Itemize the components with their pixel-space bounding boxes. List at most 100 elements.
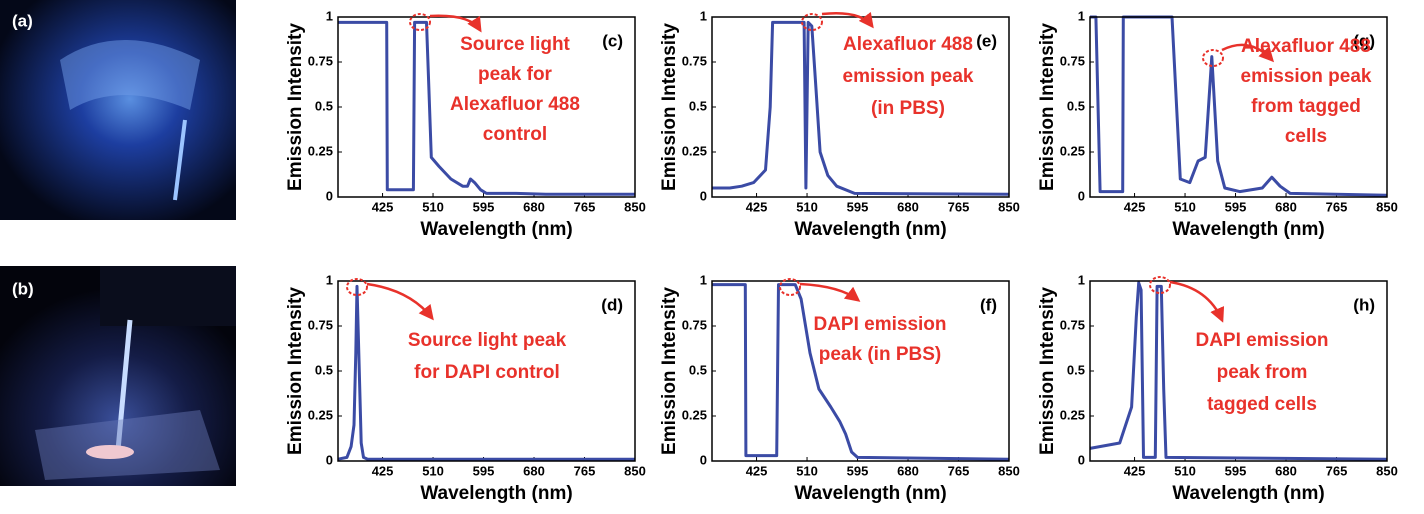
annotation-text: tagged cells — [1207, 394, 1317, 415]
y-tick-label: 0.5 — [1067, 362, 1085, 377]
photo-detail — [60, 40, 200, 110]
y-tick-label: 0.25 — [308, 407, 333, 422]
panel-label: (g) — [1353, 31, 1375, 50]
x-tick-label: 425 — [372, 463, 394, 478]
y-tick-label: 0.75 — [682, 53, 707, 68]
annotation-text: emission peak — [843, 66, 974, 87]
annotation-text: peak (in PBS) — [819, 344, 941, 365]
data-line — [1090, 15, 1388, 197]
annotation-text: DAPI emission — [1195, 330, 1328, 351]
x-tick-label: 510 — [1174, 463, 1196, 478]
plot-frame — [711, 280, 1010, 462]
photo-detail — [35, 410, 220, 480]
x-tick-label: 850 — [624, 463, 646, 478]
x-axis-label: Wavelength (nm) — [1172, 219, 1324, 240]
x-tick-label: 595 — [1225, 463, 1247, 478]
x-tick-label: 765 — [948, 199, 970, 214]
annotation-circle — [801, 13, 823, 31]
y-tick-label: 0.5 — [1067, 98, 1085, 113]
x-tick-label: 595 — [847, 463, 869, 478]
x-axis-label: Wavelength (nm) — [794, 483, 946, 504]
chart-panel: 0 0.25 0.5 0.75 1 425 510 595 680 765 850 Wavelengt… — [1037, 272, 1398, 504]
annotation-circle — [1149, 276, 1171, 294]
photo-a: (a) — [0, 0, 236, 220]
x-tick-label: 510 — [796, 463, 818, 478]
y-tick-label: 0.25 — [682, 407, 707, 422]
y-tick-label: 0.5 — [689, 362, 707, 377]
annotation-text: control — [483, 124, 547, 145]
annotation-text: DAPI emission — [813, 314, 946, 335]
y-tick-label: 0 — [700, 188, 707, 203]
x-tick-label: 765 — [574, 463, 596, 478]
y-tick-label: 0.25 — [308, 143, 333, 158]
annotation-arrow — [366, 282, 434, 321]
x-tick-label: 425 — [746, 199, 768, 214]
x-tick-label: 595 — [473, 463, 495, 478]
x-tick-label: 680 — [523, 199, 545, 214]
x-tick-label: 595 — [473, 199, 495, 214]
y-tick-label: 0.5 — [315, 98, 333, 113]
y-tick-label: 0.25 — [682, 143, 707, 158]
y-tick-label: 1 — [1078, 8, 1085, 23]
x-tick-label: 595 — [1225, 199, 1247, 214]
y-tick-label: 1 — [1078, 272, 1085, 287]
annotation-arrow — [799, 282, 861, 302]
x-tick-label: 765 — [1326, 199, 1348, 214]
x-tick-label: 425 — [746, 463, 768, 478]
data-line — [1089, 281, 1388, 461]
x-tick-label: 680 — [1275, 199, 1297, 214]
annotation-text: (in PBS) — [871, 98, 945, 119]
plot-frame — [337, 16, 636, 198]
x-tick-label: 765 — [948, 463, 970, 478]
annotation-text: cells — [1285, 126, 1327, 147]
y-tick-label: 0 — [326, 452, 333, 467]
data-line — [337, 284, 635, 461]
panel-label: (c) — [602, 31, 623, 50]
y-tick-label: 0 — [326, 188, 333, 203]
x-tick-label: 680 — [897, 463, 919, 478]
photo-detail — [115, 319, 133, 451]
x-tick-label: 850 — [1376, 199, 1398, 214]
x-tick-label: 510 — [422, 463, 444, 478]
y-axis-label: Emission Intensity — [659, 23, 680, 191]
data-line — [712, 283, 1010, 461]
y-tick-label: 0.75 — [308, 53, 333, 68]
x-tick-label: 680 — [1275, 463, 1297, 478]
panel-label: (h) — [1353, 295, 1375, 314]
x-tick-label: 680 — [897, 199, 919, 214]
photo — [0, 0, 236, 220]
x-tick-label: 425 — [372, 199, 394, 214]
photo-detail — [100, 266, 236, 326]
x-tick-label: 765 — [574, 199, 596, 214]
y-axis-label: Emission Intensity — [659, 287, 680, 455]
annotation-circle — [1202, 49, 1224, 67]
annotation-circle — [346, 278, 368, 296]
panel-label: (f) — [980, 295, 997, 314]
plot-frame — [337, 280, 636, 462]
annotation-text: Alexafluor 488 — [450, 94, 580, 115]
y-axis-label: Emission Intensity — [285, 287, 306, 455]
y-tick-label: 0 — [700, 452, 707, 467]
y-tick-label: 1 — [700, 8, 707, 23]
annotation-text: Source light — [460, 34, 570, 55]
annotation-text: Alexafluor 488 — [843, 34, 973, 55]
chart-panel: 0 0.25 0.5 0.75 1 425 510 595 680 765 850 Wavelengt… — [285, 8, 646, 240]
chart-panel: 0 0.25 0.5 0.75 1 425 510 595 680 765 850 Wavelengt… — [659, 272, 1020, 504]
y-tick-label: 0.75 — [682, 317, 707, 332]
chart-panel: 0 0.25 0.5 0.75 1 425 510 595 680 765 850 Wavelengt… — [659, 8, 1020, 240]
annotation-arrow — [1221, 43, 1275, 63]
annotation-arrow — [821, 11, 874, 29]
x-tick-label: 850 — [624, 199, 646, 214]
photo-detail — [86, 445, 134, 459]
y-tick-label: 0.5 — [689, 98, 707, 113]
chart-panel: 0 0.25 0.5 0.75 1 425 510 595 680 765 850 Wavelengt… — [1037, 8, 1398, 240]
panel-label: (e) — [976, 31, 997, 50]
x-axis-label: Wavelength (nm) — [420, 483, 572, 504]
photo-b: (b) — [0, 266, 236, 486]
photo-label: (b) — [12, 279, 34, 298]
x-tick-label: 850 — [1376, 463, 1398, 478]
panel-label: (d) — [601, 295, 623, 314]
y-axis-label: Emission Intensity — [1037, 287, 1058, 455]
photo-detail — [173, 119, 187, 201]
